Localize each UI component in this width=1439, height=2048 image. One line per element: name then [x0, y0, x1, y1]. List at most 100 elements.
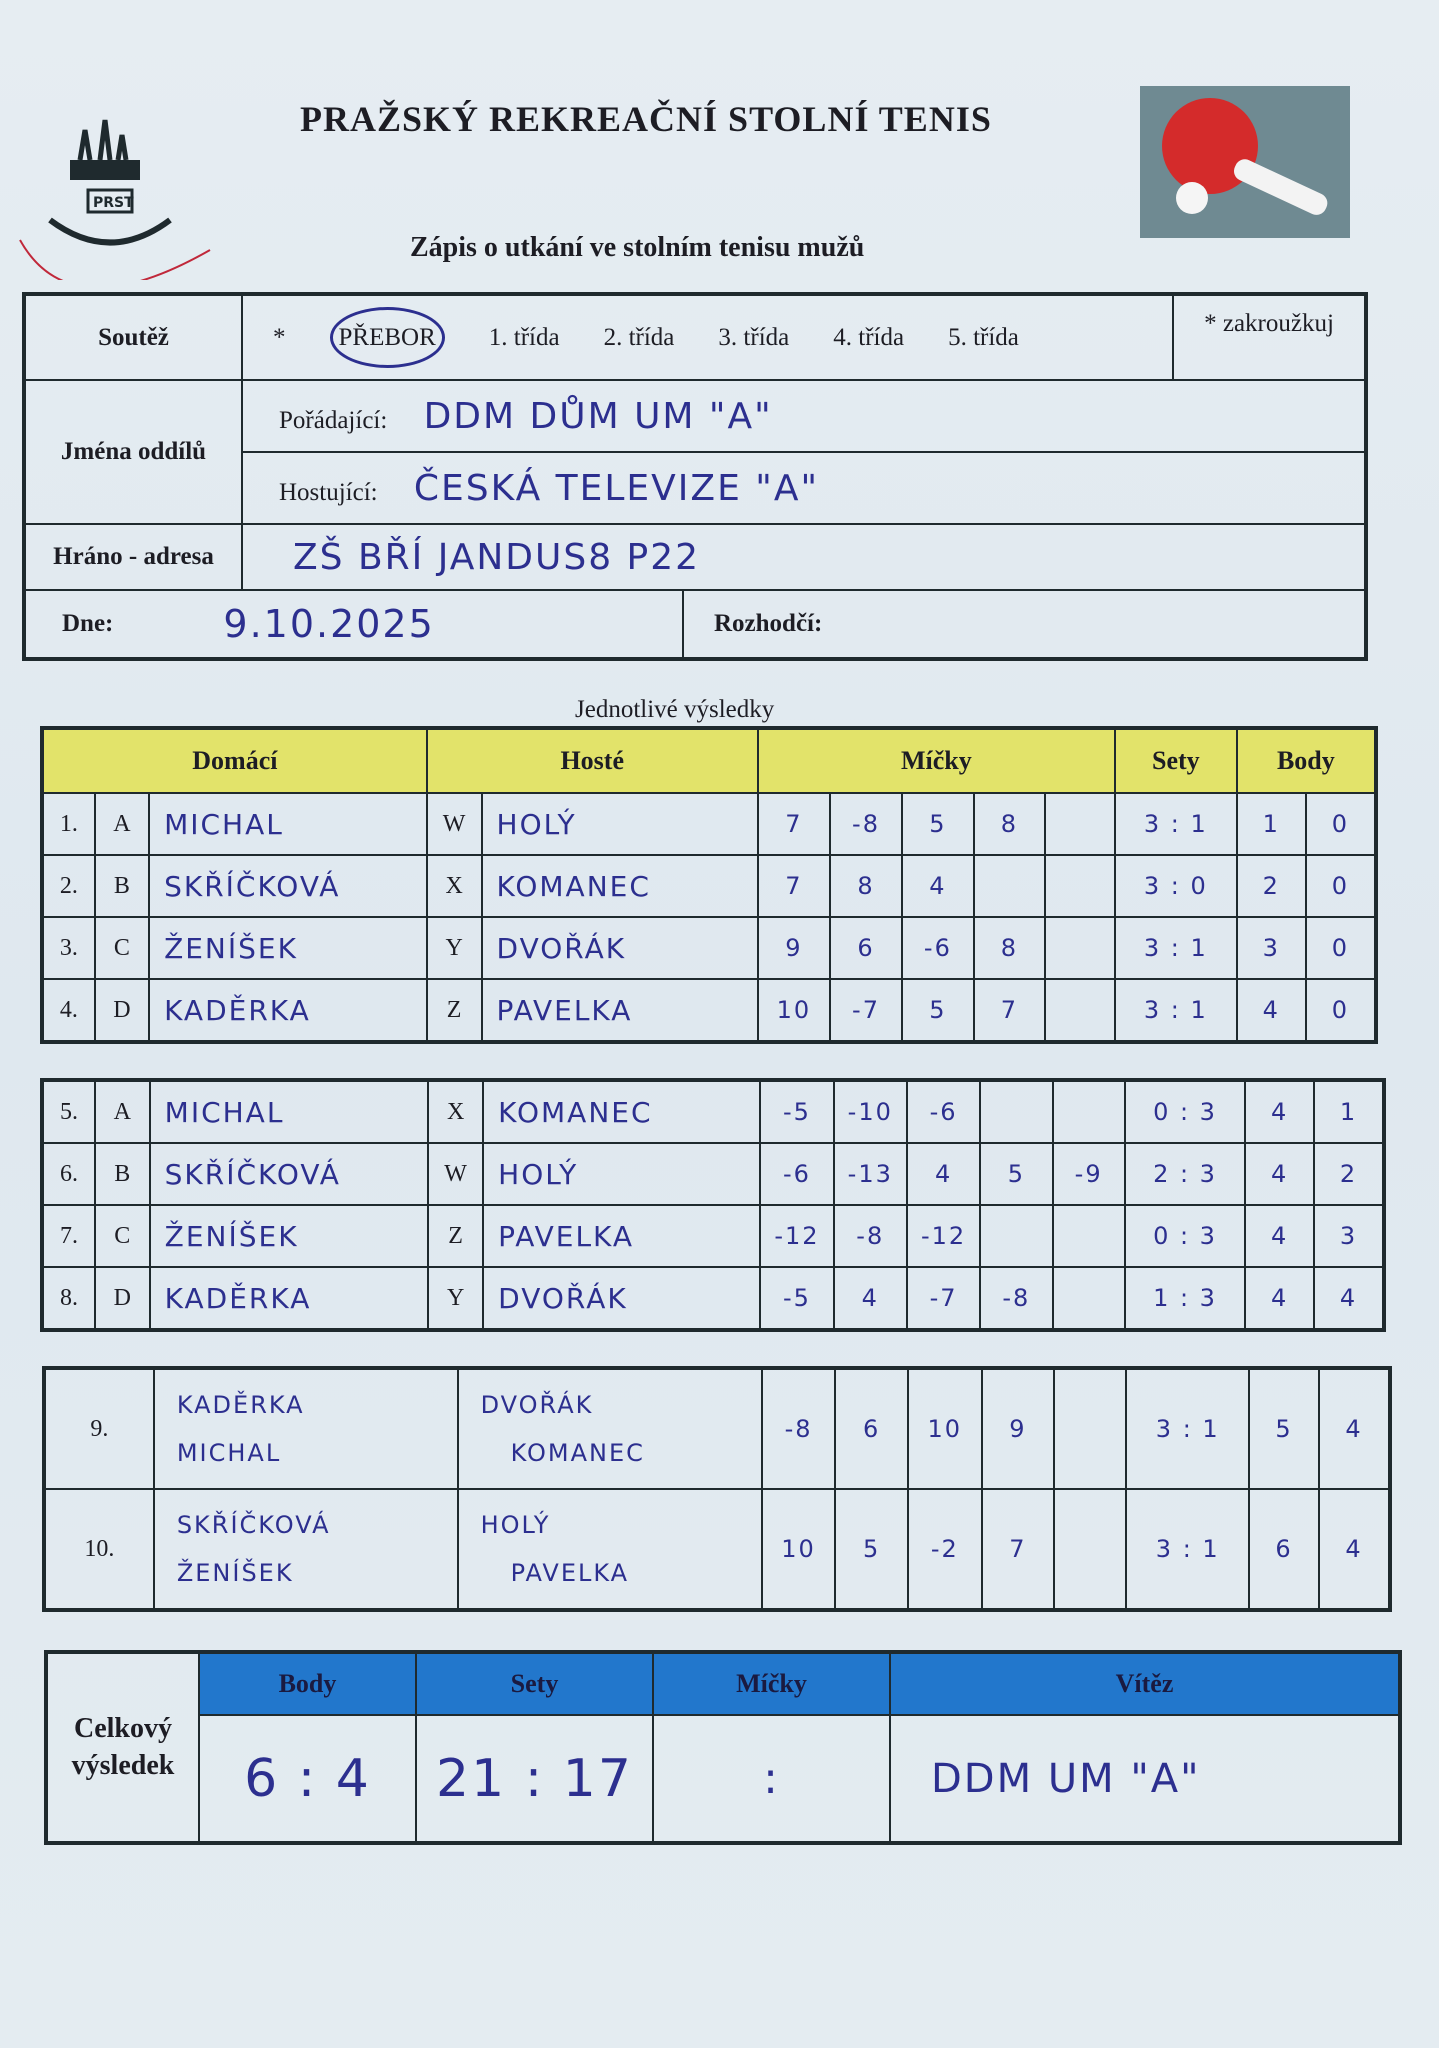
home-player: ŽENÍŠEK — [148, 916, 428, 980]
match-number: 7. — [41, 1204, 96, 1268]
ball-score — [979, 1079, 1054, 1144]
summary-vitez: DDM UM "A" — [889, 1714, 1401, 1844]
sets-score: 3 : 1 — [1125, 1488, 1251, 1611]
ball-score — [1053, 1367, 1128, 1490]
home-player: ŽENÍŠEK — [148, 1204, 430, 1268]
home-player: SKŘÍČKOVÁ — [148, 1142, 430, 1206]
ball-score: 10 — [907, 1367, 983, 1490]
guest-player-1: DVOŘÁK — [480, 1391, 594, 1419]
ball-score: 6 — [829, 916, 903, 980]
ball-score: 7 — [756, 792, 832, 856]
home-points: 1 — [1235, 792, 1307, 856]
ball-score: -9 — [1051, 1142, 1126, 1206]
ball-score — [1053, 1488, 1128, 1611]
summary-label: Celkový výsledek — [45, 1651, 200, 1844]
guest-player: PAVELKA — [482, 1204, 762, 1268]
ball-score: 5 — [834, 1488, 910, 1611]
header-sets: Sety — [1114, 727, 1238, 794]
home-letter: D — [93, 978, 151, 1043]
guest-letter: W — [427, 1142, 485, 1206]
poradajici-label: Pořádající: — [279, 406, 388, 434]
header-home: Domácí — [41, 727, 428, 794]
adresa-value: ZŠ BŘÍ JANDUS8 P22 — [293, 536, 701, 578]
summary-table: Celkový výsledek Body Sety Míčky Vítěz 6… — [44, 1650, 1402, 1845]
guest-points: 4 — [1313, 1266, 1385, 1331]
home-player-2: MICHAL — [176, 1439, 282, 1467]
ball-score: -12 — [905, 1204, 982, 1268]
header-title: PRAŽSKÝ REKREAČNÍ STOLNÍ TENIS — [300, 99, 992, 139]
summary-header-body: Body — [198, 1651, 417, 1716]
guest-points: 3 — [1313, 1204, 1385, 1268]
guest-player: KOMANEC — [480, 854, 759, 918]
hostujici-label: Hostující: — [279, 478, 378, 506]
match-number: 6. — [41, 1142, 96, 1206]
summary-sety: 21 : 17 — [415, 1714, 654, 1844]
home-player: MICHAL — [148, 1079, 430, 1144]
match-number: 9. — [43, 1367, 155, 1490]
date-value: 9.10.2025 — [223, 602, 435, 646]
match-number: 10. — [43, 1488, 155, 1611]
guest-points: 0 — [1304, 792, 1378, 856]
sets-score: 3 : 1 — [1114, 978, 1238, 1043]
guest-player: KOMANEC — [482, 1079, 762, 1144]
sets-score: 3 : 0 — [1114, 854, 1238, 918]
guest-player: HOLÝ — [482, 1142, 762, 1206]
prst-logo: PRST — [10, 90, 230, 289]
class-2: 2. třída — [603, 323, 675, 351]
ball-score: 10 — [756, 978, 832, 1043]
ball-score: 7 — [980, 1488, 1056, 1611]
summary-header-micky: Míčky — [652, 1651, 891, 1716]
guest-player: HOLÝ — [480, 792, 759, 856]
ball-score: -6 — [905, 1079, 982, 1144]
ball-score: 5 — [900, 792, 975, 856]
svg-text:PRST: PRST — [93, 195, 134, 211]
ball-score — [1051, 1079, 1126, 1144]
results-caption: Jednotlivé výsledky — [575, 696, 775, 723]
home-player-2: ŽENÍŠEK — [176, 1559, 294, 1587]
home-points: 6 — [1248, 1488, 1321, 1611]
guest-letter: Y — [425, 916, 483, 980]
home-player: MICHAL — [148, 792, 428, 856]
match-number: 2. — [41, 854, 96, 918]
header-subtitle: Zápis o utkání ve stolním tenisu mužů — [410, 232, 865, 263]
guest-letter: W — [425, 792, 483, 856]
class-prebor: PŘEBOR — [329, 306, 445, 368]
guest-points: 0 — [1304, 978, 1378, 1043]
ball-score: 4 — [832, 1266, 908, 1331]
home-player: KADĚRKA — [148, 978, 428, 1043]
guest-player-2: KOMANEC — [510, 1439, 645, 1467]
ball-score: -8 — [832, 1204, 908, 1268]
home-player: SKŘÍČKOVÁ — [148, 854, 428, 918]
header-points: Body — [1235, 727, 1378, 794]
home-points: 3 — [1235, 916, 1307, 980]
home-letter: D — [93, 1266, 151, 1331]
ball-score: -6 — [759, 1142, 835, 1206]
home-pair: KADĚRKA MICHAL — [152, 1367, 459, 1490]
header-balls: Míčky — [756, 727, 1117, 794]
ball-score: 7 — [756, 854, 832, 918]
home-player-1: SKŘÍČKOVÁ — [176, 1511, 331, 1539]
sets-score: 3 : 1 — [1114, 916, 1238, 980]
home-pair: SKŘÍČKOVÁ ŽENÍŠEK — [152, 1488, 459, 1611]
circle-note: * zakroužkuj — [1172, 293, 1367, 381]
ball-score — [972, 854, 1047, 918]
home-letter: C — [93, 916, 151, 980]
guest-player-2: PAVELKA — [510, 1559, 630, 1587]
ball-score: 5 — [979, 1142, 1054, 1206]
home-points: 4 — [1244, 1142, 1316, 1206]
home-letter: A — [93, 1079, 151, 1144]
class-4: 4. třída — [833, 323, 905, 351]
ball-score — [1051, 1204, 1126, 1268]
guest-points: 4 — [1318, 1488, 1391, 1611]
summary-header-vitez: Vítěz — [889, 1651, 1401, 1716]
home-letter: C — [93, 1204, 151, 1268]
home-player: KADĚRKA — [148, 1266, 430, 1331]
guest-letter: Z — [425, 978, 483, 1043]
hostujici-value: ČESKÁ TELEVIZE "A" — [413, 467, 820, 509]
sets-score: 2 : 3 — [1123, 1142, 1247, 1206]
